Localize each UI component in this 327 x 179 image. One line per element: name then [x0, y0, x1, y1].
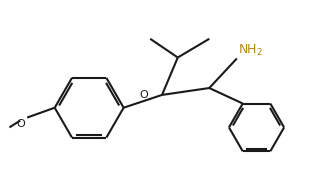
- Text: O: O: [16, 118, 25, 129]
- Text: NH$_2$: NH$_2$: [238, 42, 263, 57]
- Text: O: O: [139, 90, 148, 100]
